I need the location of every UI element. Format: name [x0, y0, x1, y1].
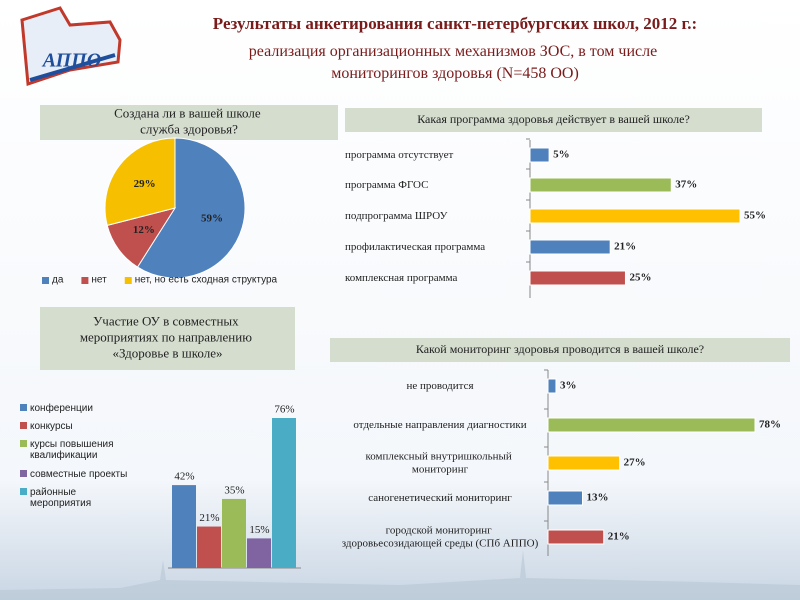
category-label: городской мониторинг здоровьесозидающей …	[342, 524, 539, 549]
category-label: программа отсутствует	[345, 149, 453, 161]
data-label: 25%	[629, 272, 651, 284]
legend-swatch	[42, 277, 49, 284]
data-label: 12%	[133, 224, 155, 236]
pie-slice	[104, 137, 176, 227]
legend-label: совместные проекты	[30, 469, 127, 480]
legend-swatch	[20, 470, 27, 477]
category-label: подпрограмма ШРОУ	[345, 210, 448, 222]
bar	[222, 498, 246, 568]
chart-title: Какая программа здоровья действует в ваш…	[417, 112, 690, 126]
bar	[547, 529, 605, 545]
chart-title-box	[40, 105, 338, 140]
legend-swatch	[124, 277, 132, 284]
slide-title: Результаты анкетирования санкт-петербург…	[213, 14, 697, 33]
bar	[197, 526, 221, 568]
legend-label: курсы повышения квалификации	[30, 439, 116, 461]
logo: АППО	[20, 6, 122, 87]
chart-title: Какой мониторинг здоровья проводится в в…	[416, 342, 704, 356]
city-silhouette	[0, 550, 800, 600]
data-label: 13%	[587, 492, 609, 504]
legend-swatch	[20, 440, 27, 447]
category-label: комплексная программа	[345, 272, 457, 284]
legend-label: да	[52, 275, 64, 286]
legend-swatch	[81, 277, 89, 284]
data-label: 21%	[614, 241, 636, 253]
bar	[547, 378, 557, 394]
bar	[529, 239, 611, 255]
data-label: 37%	[675, 179, 697, 191]
legend-label: конференции	[30, 402, 93, 414]
legend-label: нет, но есть сходная структура	[135, 275, 278, 286]
legend-label: нет	[91, 275, 107, 286]
bar	[272, 418, 296, 568]
legend-label: районные мероприятия	[30, 487, 91, 509]
bar	[529, 208, 741, 224]
category-label: комплексный внутришкольный мониторинг	[365, 450, 514, 475]
data-label: 27%	[624, 457, 646, 469]
data-label: 78%	[759, 419, 781, 431]
pie-slice	[136, 137, 246, 279]
category-label: программа ФГОС	[345, 179, 428, 191]
data-label: 3%	[560, 380, 577, 392]
chart-title-box	[345, 108, 762, 132]
data-label: 35%	[224, 484, 244, 496]
data-label: 21%	[199, 512, 219, 524]
slide-subtitle: реализация организационных механизмов ЗО…	[249, 43, 661, 82]
bar	[547, 490, 583, 506]
logo-text: АППО	[41, 50, 101, 72]
data-label: 59%	[201, 212, 223, 224]
chart-title-box	[330, 338, 790, 362]
data-label: 5%	[553, 149, 570, 161]
bar	[547, 455, 621, 471]
data-label: 29%	[134, 178, 156, 190]
chart-title: Участие ОУ в совместных мероприятиях по …	[80, 313, 255, 360]
bar	[529, 270, 626, 286]
category-label: саногенетический мониторинг	[368, 492, 512, 504]
bar	[247, 538, 271, 568]
chart-title: Создана ли в вашей школе служба здоровья…	[114, 105, 264, 136]
category-label: профилактическая программа	[345, 241, 485, 253]
legend-label: конкурсы	[30, 421, 73, 432]
data-label: 76%	[274, 404, 294, 416]
category-label: не проводится	[406, 380, 473, 392]
chart-title-box	[40, 307, 295, 370]
data-label: 21%	[608, 531, 630, 543]
data-label: 15%	[249, 524, 269, 536]
bar	[529, 177, 672, 193]
bar	[547, 417, 756, 433]
category-label: отдельные направления диагностики	[353, 419, 526, 431]
legend-swatch	[20, 404, 27, 411]
bar	[529, 147, 550, 163]
data-label: 55%	[744, 210, 766, 222]
legend-swatch	[20, 488, 27, 495]
legend-swatch	[20, 422, 27, 429]
data-label: 42%	[174, 471, 194, 483]
bar	[172, 485, 196, 568]
